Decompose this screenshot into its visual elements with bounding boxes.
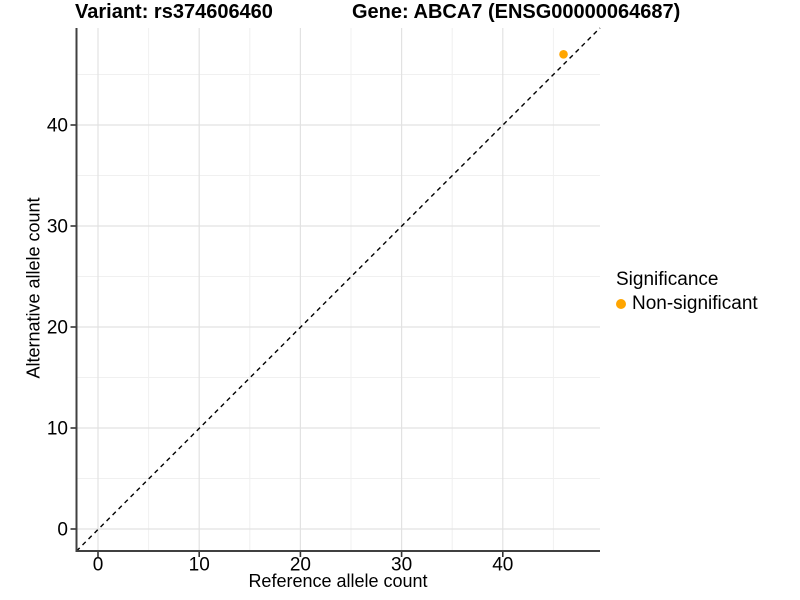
- x-tick-label: 10: [189, 555, 210, 576]
- y-tick-label: 40: [47, 116, 68, 137]
- y-tick-label: 20: [47, 318, 68, 339]
- y-tick-label: 0: [57, 520, 68, 541]
- legend-title: Significance: [616, 269, 719, 290]
- x-tick-label: 20: [290, 555, 311, 576]
- x-axis-title: Reference allele count: [248, 571, 428, 591]
- data-point-non-significant: [559, 50, 568, 59]
- legend-item-label: Non-significant: [632, 293, 758, 314]
- y-tick-label: 30: [47, 217, 68, 238]
- y-axis-title: Alternative allele count: [23, 197, 44, 379]
- plot-title-gene: Gene: ABCA7 (ENSG00000064687): [352, 1, 681, 23]
- x-tick-label: 40: [492, 555, 513, 576]
- y-tick-label: 10: [47, 419, 68, 440]
- legend-point-icon: [616, 299, 626, 309]
- plot-title-variant: Variant: rs374606460: [75, 1, 273, 23]
- x-tick-label: 30: [391, 555, 412, 576]
- x-tick-label: 0: [93, 555, 104, 576]
- legend: Significance Non-significant: [616, 268, 758, 316]
- legend-item-non-significant: Non-significant: [616, 292, 758, 316]
- identity-reference-line: [76, 27, 601, 552]
